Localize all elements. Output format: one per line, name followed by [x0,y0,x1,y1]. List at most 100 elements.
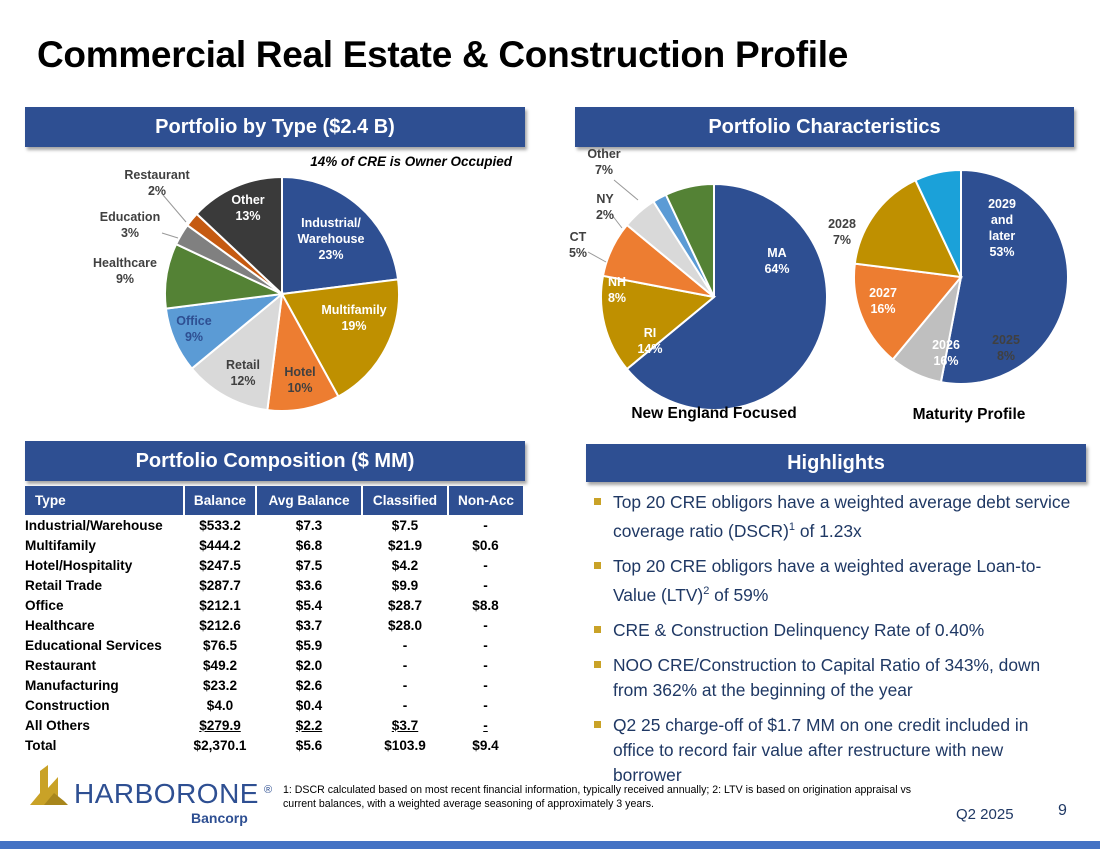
table-cell: $4.0 [206,697,234,713]
pie-slice [266,290,340,412]
highlight-item: Q2 25 charge-off of $1.7 MM on one credi… [594,713,1074,788]
column-header-classified: Classified [361,486,448,515]
highlight-item: Top 20 CRE obligors have a weighted aver… [594,490,1074,544]
pie-slice [853,262,963,361]
slice-label: Office 9% [176,314,211,344]
footnote: 1: DSCR calculated based on most recent … [283,784,912,810]
table-cell: - [402,697,408,713]
slice-label: Other 13% [231,193,264,223]
pie-charts: Industrial/Warehouse 23% Multifamily 19% Hot… [93,147,1069,423]
pie-slice [625,182,828,411]
highlight-text: NOO CRE/Construction to Capital Ratio of… [613,654,1041,700]
table-cell: $533.2 [199,517,241,533]
highlights-banner: Highlights [586,444,1086,482]
pie-slice [914,168,962,278]
table-cell: $76.5 [202,637,238,653]
slice-label: NH 8% [608,275,626,305]
bullet-icon [594,498,601,505]
table-row: Construction $4.0 $0.4 - - [25,695,523,715]
slice-label: RI 14% [637,326,662,356]
table-cell: $3.6 [295,577,323,593]
highlight-text-suffix: of 1.23x [795,520,862,541]
table-row: Office $212.1 $5.4 $28.7 $8.8 [25,595,523,615]
maturity-profile-title: Maturity Profile [913,406,1026,423]
table-cell: $21.9 [387,537,423,553]
column-header-avg-balance: Avg Balance [255,486,362,515]
highlight-text: Q2 25 charge-off of $1.7 MM on one credi… [613,714,1029,785]
column-header-type: Type [25,486,184,515]
slice-label: Industrial/Warehouse 23% [298,216,365,262]
table-cell: - [483,657,488,673]
table-cell: $0.4 [295,697,323,713]
portfolio-characteristics-banner: Portfolio Characteristics [575,107,1074,147]
leader-line [611,214,623,229]
table-cell: - [402,657,408,673]
pie-slice [195,175,283,297]
table-cell: - [483,557,488,573]
table-cell: $28.0 [387,617,423,633]
table-cell: $444.2 [199,537,241,553]
table-cell: $9.9 [391,577,419,593]
table-cell: $103.9 [384,737,426,753]
pie-slice [280,278,400,398]
leader-line [587,251,607,263]
column-header-balance: Balance [183,486,256,515]
new-england-title: New England Focused [631,405,796,422]
slice-label: Healthcare 9% [93,256,157,286]
bullet-icon [594,625,601,633]
table-row: Total $2,370.1 $5.6 $103.9 $9.4 [25,735,523,755]
portfolio-composition-table: Type Balance Avg Balance Classified Non-… [25,486,523,755]
table-cell: Restaurant [25,657,97,673]
table-cell: All Others [25,717,90,733]
highlight-item: CRE & Construction Delinquency Rate of 0… [594,618,1074,643]
table-cell: $0.6 [472,537,499,553]
logo-sub: Bancorp [191,810,248,826]
table-cell: $2.6 [295,677,323,693]
highlight-item: NOO CRE/Construction to Capital Ratio of… [594,653,1074,703]
bullet-icon [594,561,601,569]
slice-label: 2026 16% [932,338,960,368]
pie-slice [853,178,963,279]
slice-label: 2027 16% [869,286,897,316]
harborone-logo: HARBORONE ® Bancorp [26,763,281,832]
bullet-icon [594,720,601,728]
page-title: Commercial Real Estate & Construction Pr… [37,34,848,75]
table-body: Industrial/Warehouse $533.2 $7.3 $7.5 - Multi… [25,515,523,755]
table-cell: $7.5 [295,557,323,573]
quarter-label: Q2 2025 [956,806,1014,823]
table-cell: Industrial/Warehouse [25,517,163,533]
table-cell: $8.8 [472,597,499,613]
slice-label: 2029 and later 53% [988,197,1016,259]
table-cell: Manufacturing [25,677,119,693]
table-cell: - [483,517,488,533]
owner-occupied-note: 14% of CRE is Owner Occupied [310,154,513,169]
slice-label: Hotel 10% [284,365,315,395]
table-row: Healthcare $212.6 $3.7 $28.0 - [25,615,523,635]
portfolio-by-type-pie: Industrial/Warehouse 23% Multifamily 19% Hot… [93,168,400,412]
table-cell: $2.2 [295,717,323,733]
table-row: Industrial/Warehouse $533.2 $7.3 $7.5 - [25,515,523,535]
table-cell: Office [25,597,64,613]
slice-label: NY 2% [596,192,614,222]
table-cell: $279.9 [199,717,241,733]
table-cell: $4.2 [391,557,419,573]
slice-label: Retail 12% [226,358,260,388]
table-cell: $3.7 [391,717,419,733]
slice-label: Multifamily 19% [321,303,386,333]
pie-slice [600,274,717,371]
table-cell: Hotel/Hospitality [25,557,133,573]
table-cell: $212.1 [199,597,241,613]
table-row: Multifamily $444.2 $6.8 $21.9 $0.6 [25,535,523,555]
highlight-text-suffix: of 59% [709,584,769,605]
logo-name: HARBORONE [74,778,259,809]
table-cell: Multifamily [25,537,96,553]
pie-slice [190,291,284,412]
table-cell: - [402,677,408,693]
table-cell: - [402,637,408,653]
highlight-text: Top 20 CRE obligors have a weighted aver… [613,492,1071,541]
slice-label: CT 5% [569,230,587,260]
column-header-non-acc: Non-Acc [447,486,523,515]
table-row: All Others $279.9 $2.2 $3.7 - [25,715,523,735]
pie-slice [939,168,1069,385]
portfolio-composition-banner: Portfolio Composition ($ MM) [25,441,525,481]
